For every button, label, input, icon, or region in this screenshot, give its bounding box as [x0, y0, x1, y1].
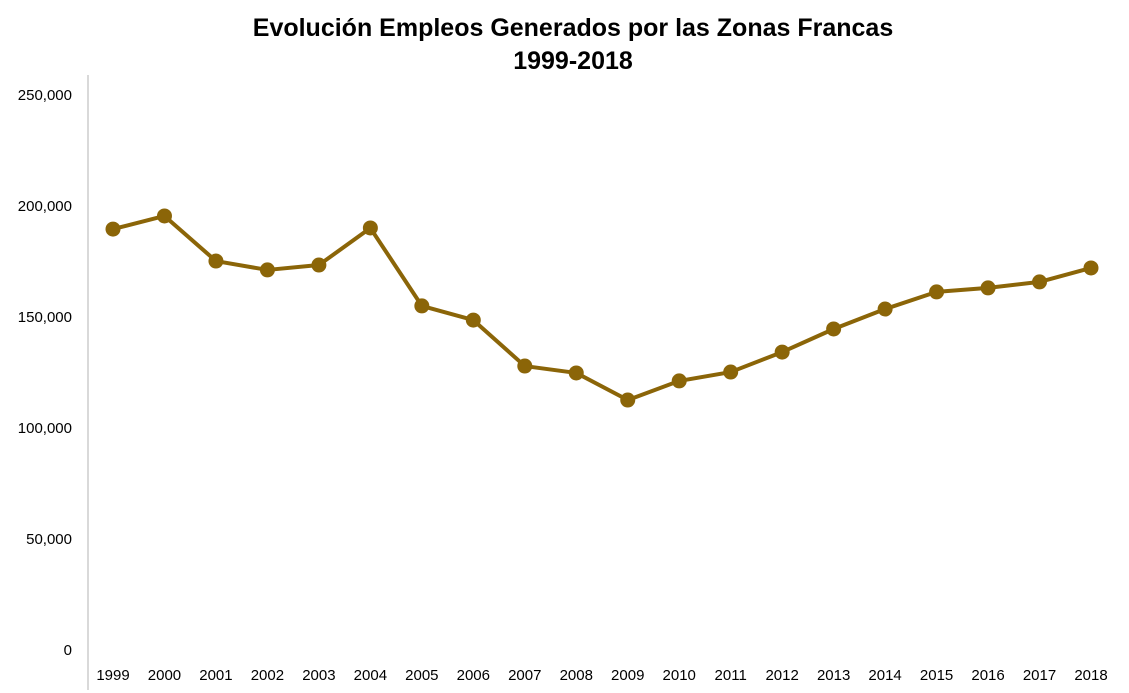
x-tick-label: 2010 — [663, 667, 696, 684]
data-point-2018 — [1083, 260, 1099, 276]
data-point-2006 — [465, 312, 481, 328]
data-point-1999 — [105, 221, 121, 237]
data-point-2005 — [414, 298, 430, 314]
x-tick-label: 2014 — [868, 667, 901, 684]
y-tick-label: 50,000 — [26, 531, 72, 548]
x-tick-label: 2017 — [1023, 667, 1056, 684]
x-tick-label: 2001 — [199, 667, 232, 684]
x-tick-label: 2009 — [611, 667, 644, 684]
data-point-2007 — [517, 358, 533, 374]
x-tick-label: 2003 — [302, 667, 335, 684]
y-tick-label: 250,000 — [18, 87, 72, 104]
data-point-2012 — [774, 344, 790, 360]
x-tick-label: 2005 — [405, 667, 438, 684]
x-tick-label: 2007 — [508, 667, 541, 684]
chart-title: Evolución Empleos Generados por las Zona… — [252, 14, 894, 42]
data-point-2002 — [259, 262, 275, 278]
y-tick-label: 200,000 — [18, 198, 72, 215]
x-tick-label: 2013 — [817, 667, 850, 684]
data-point-2001 — [208, 253, 224, 269]
chart-subtitle: 1999-2018 — [513, 47, 633, 75]
data-point-2015 — [929, 284, 945, 300]
y-tick-label: 0 — [64, 642, 72, 659]
x-tick-label: 2011 — [715, 667, 747, 684]
x-tick-label: 2015 — [920, 667, 953, 684]
y-tick-label: 150,000 — [18, 309, 72, 326]
data-point-2004 — [362, 220, 378, 236]
series-line — [112, 213, 1092, 403]
x-tick-label: 2006 — [457, 667, 490, 684]
data-point-2016 — [980, 280, 996, 296]
x-tick-label: 2000 — [148, 667, 181, 684]
data-point-2003 — [311, 257, 327, 273]
data-point-2009 — [620, 392, 636, 408]
x-tick-label: 2002 — [251, 667, 284, 684]
x-tick-label: 2016 — [971, 667, 1004, 684]
data-point-2014 — [877, 301, 893, 317]
x-tick-label: 1999 — [96, 667, 129, 684]
x-tick-label: 2012 — [765, 667, 798, 684]
x-tick-label: 2008 — [560, 667, 593, 684]
data-point-2017 — [1032, 274, 1048, 290]
data-point-2000 — [156, 208, 172, 224]
y-tick-label: 100,000 — [18, 420, 72, 437]
data-point-2013 — [826, 321, 842, 337]
data-point-2008 — [568, 365, 584, 381]
data-point-2010 — [671, 373, 687, 389]
x-tick-label: 2004 — [354, 667, 387, 684]
data-point-2011 — [723, 364, 739, 380]
x-tick-label: 2018 — [1074, 667, 1107, 684]
